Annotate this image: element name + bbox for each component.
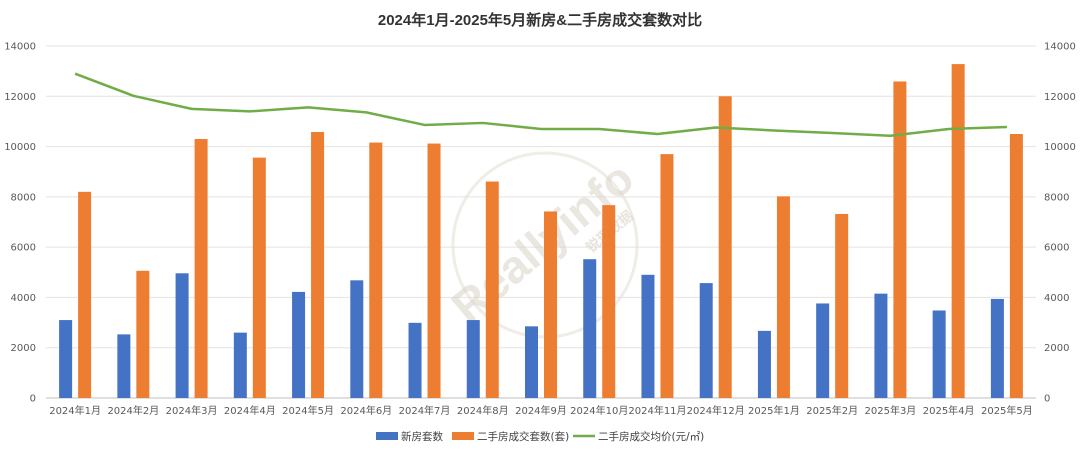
- x-tick-label: 2024年9月: [515, 404, 567, 417]
- y-tick-label: 0: [30, 394, 36, 405]
- y-axis-left: 0 2000 4000 6000 8000 10000 12000 14000: [4, 42, 36, 405]
- legend-label: 二手房成交均价(元/㎡): [598, 430, 704, 443]
- y-tick-label: 6000: [11, 243, 36, 254]
- bar-new-house: [466, 320, 480, 398]
- bar-second-hand: [544, 211, 557, 398]
- x-tick-label: 2024年1月: [49, 404, 101, 417]
- x-tick-label: 2024年4月: [224, 404, 276, 417]
- bar-new-house: [816, 303, 830, 398]
- x-tick-label: 2024年7月: [399, 404, 451, 417]
- bar-new-house: [233, 332, 247, 398]
- bar-new-house: [641, 274, 655, 398]
- bar-new-house: [932, 310, 946, 398]
- bar-second-hand: [835, 213, 849, 398]
- bar-new-house: [583, 259, 597, 398]
- bar-second-hand: [660, 154, 674, 398]
- legend-swatch: [452, 432, 474, 440]
- x-tick-label: 2024年6月: [340, 404, 392, 417]
- x-tick-label: 2025年2月: [806, 404, 858, 417]
- y-axis-right: 0 2000 4000 6000 8000 10000 12000 14000: [1044, 42, 1076, 405]
- y-tick-label: 8000: [11, 192, 36, 203]
- x-tick-label: 2024年12月: [687, 404, 745, 417]
- bar-second-hand: [951, 64, 965, 399]
- bar-second-hand: [1009, 134, 1023, 398]
- bar-new-house: [59, 320, 73, 398]
- x-tick-label: 2024年2月: [107, 404, 159, 417]
- bar-new-house: [990, 298, 1004, 398]
- x-tick-label: 2024年5月: [282, 404, 334, 417]
- chart-title: 2024年1月-2025年5月新房&二手房成交套数对比: [378, 11, 702, 29]
- y-tick-label: 14000: [4, 42, 36, 53]
- bar-new-house: [117, 334, 131, 398]
- bar-second-hand: [252, 157, 266, 398]
- bar-second-hand: [78, 191, 92, 398]
- y2-tick-label: 10000: [1044, 142, 1076, 153]
- x-tick-label: 2024年11月: [628, 404, 686, 417]
- legend-swatch: [376, 432, 398, 440]
- gridlines: [46, 45, 1036, 399]
- x-tick-label: 2024年8月: [457, 404, 509, 417]
- y-tick-label: 10000: [4, 142, 36, 153]
- bar-second-hand: [311, 131, 325, 398]
- x-tick-label: 2025年4月: [923, 404, 975, 417]
- y-tick-label: 12000: [4, 92, 36, 103]
- bar-second-hand: [893, 81, 907, 399]
- legend: 新房套数 二手房成交套数(套) 二手房成交均价(元/㎡): [376, 430, 704, 443]
- x-tick-label: 2025年3月: [865, 404, 917, 417]
- y2-tick-label: 8000: [1044, 192, 1069, 203]
- x-tick-label: 2024年3月: [166, 404, 218, 417]
- bar-second-hand: [136, 270, 150, 398]
- x-tick-label: 2024年10月: [570, 404, 628, 417]
- bar-second-hand: [718, 96, 732, 399]
- x-tick-label: 2025年1月: [748, 404, 800, 417]
- price-line: [74, 72, 1007, 138]
- bar-second-hand: [427, 143, 441, 398]
- bar-second-hand: [776, 196, 790, 398]
- bar-new-house: [350, 280, 364, 398]
- x-axis: 2024年1月 2024年2月 2024年3月 2024年4月 2024年5月 2024年…: [49, 404, 1033, 417]
- y-tick-label: 2000: [11, 343, 36, 354]
- bar-new-house: [408, 322, 422, 398]
- bar-new-house: [175, 273, 189, 398]
- bar-new-house: [292, 291, 306, 398]
- bars: [59, 64, 1023, 399]
- bar-second-hand: [602, 205, 616, 398]
- y-tick-label: 4000: [11, 293, 36, 304]
- y2-tick-label: 14000: [1044, 42, 1076, 53]
- y2-tick-label: 6000: [1044, 243, 1069, 254]
- bar-second-hand: [194, 139, 208, 398]
- bar-new-house: [757, 330, 771, 398]
- legend-label: 新房套数: [401, 430, 443, 443]
- bar-second-hand: [369, 142, 383, 398]
- bar-new-house: [699, 283, 713, 398]
- bar-new-house: [525, 326, 538, 398]
- x-tick-label: 2025年5月: [981, 404, 1033, 417]
- y2-tick-label: 4000: [1044, 293, 1069, 304]
- bar-second-hand: [485, 181, 499, 398]
- line-avg-price: [74, 72, 1007, 138]
- y2-tick-label: 12000: [1044, 92, 1076, 103]
- legend-label: 二手房成交套数(套): [477, 430, 569, 443]
- bar-new-house: [874, 293, 888, 398]
- y2-tick-label: 2000: [1044, 343, 1069, 354]
- y2-tick-label: 0: [1044, 394, 1050, 405]
